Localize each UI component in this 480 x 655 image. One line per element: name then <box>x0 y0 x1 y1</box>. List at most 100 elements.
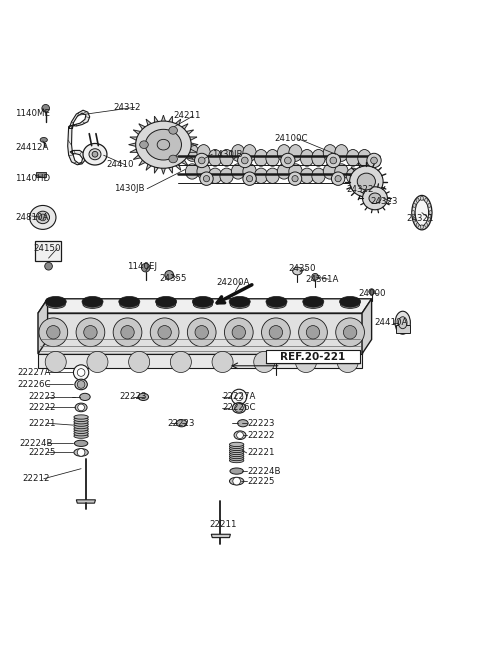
Circle shape <box>129 352 150 373</box>
Ellipse shape <box>231 164 245 179</box>
Text: 1140EJ: 1140EJ <box>127 262 156 271</box>
Ellipse shape <box>230 468 243 474</box>
Ellipse shape <box>293 267 302 275</box>
Polygon shape <box>186 130 193 134</box>
Circle shape <box>45 263 52 270</box>
Ellipse shape <box>74 420 88 424</box>
Ellipse shape <box>198 302 208 307</box>
Ellipse shape <box>234 431 246 440</box>
Ellipse shape <box>246 176 252 182</box>
Ellipse shape <box>254 168 268 183</box>
Ellipse shape <box>231 145 245 161</box>
Ellipse shape <box>326 153 340 168</box>
Ellipse shape <box>412 195 432 230</box>
Text: 22223: 22223 <box>167 419 195 428</box>
Ellipse shape <box>349 166 383 197</box>
Ellipse shape <box>312 149 325 166</box>
Text: 24361A: 24361A <box>306 274 339 284</box>
Text: 22225: 22225 <box>28 448 56 457</box>
Text: 24211: 24211 <box>173 111 201 121</box>
Ellipse shape <box>229 442 244 447</box>
Ellipse shape <box>229 446 244 451</box>
Ellipse shape <box>229 453 244 457</box>
Ellipse shape <box>74 424 88 429</box>
Ellipse shape <box>169 126 178 134</box>
Polygon shape <box>130 137 137 140</box>
Circle shape <box>232 326 245 339</box>
Ellipse shape <box>358 168 371 183</box>
Ellipse shape <box>415 200 429 226</box>
Polygon shape <box>211 534 230 538</box>
Ellipse shape <box>74 427 88 431</box>
Ellipse shape <box>75 403 87 412</box>
Ellipse shape <box>339 297 360 307</box>
Polygon shape <box>38 299 48 354</box>
Ellipse shape <box>331 172 345 185</box>
Ellipse shape <box>83 143 107 165</box>
Text: 24323: 24323 <box>370 197 398 206</box>
Ellipse shape <box>45 297 66 307</box>
Ellipse shape <box>220 168 233 183</box>
Ellipse shape <box>371 157 377 164</box>
Ellipse shape <box>429 210 432 215</box>
Ellipse shape <box>266 297 287 307</box>
Ellipse shape <box>89 149 101 160</box>
Ellipse shape <box>303 297 324 307</box>
Ellipse shape <box>425 223 428 227</box>
Circle shape <box>76 318 105 346</box>
Ellipse shape <box>323 164 336 179</box>
Polygon shape <box>161 115 165 121</box>
Circle shape <box>87 352 108 373</box>
Text: 1430JB: 1430JB <box>114 184 144 193</box>
Text: 24100C: 24100C <box>275 134 308 143</box>
Ellipse shape <box>200 172 213 185</box>
Polygon shape <box>38 354 362 368</box>
Ellipse shape <box>398 317 407 329</box>
Circle shape <box>39 318 68 346</box>
Circle shape <box>296 352 316 373</box>
Text: 22225: 22225 <box>247 477 275 485</box>
Ellipse shape <box>229 457 244 460</box>
Ellipse shape <box>420 196 423 200</box>
Ellipse shape <box>288 172 302 185</box>
Circle shape <box>262 318 290 346</box>
Ellipse shape <box>335 164 348 179</box>
Ellipse shape <box>243 172 256 185</box>
Circle shape <box>237 432 243 439</box>
Polygon shape <box>176 119 180 125</box>
Ellipse shape <box>169 155 178 163</box>
Ellipse shape <box>304 301 323 309</box>
Ellipse shape <box>197 164 210 179</box>
Ellipse shape <box>74 440 88 447</box>
Ellipse shape <box>136 121 191 168</box>
Ellipse shape <box>82 297 103 307</box>
Ellipse shape <box>230 301 249 309</box>
Polygon shape <box>161 168 165 174</box>
Ellipse shape <box>416 223 419 227</box>
Polygon shape <box>155 167 158 173</box>
Circle shape <box>299 318 327 346</box>
Ellipse shape <box>138 393 149 400</box>
Ellipse shape <box>208 149 222 166</box>
Ellipse shape <box>289 164 302 179</box>
Ellipse shape <box>46 301 65 309</box>
Ellipse shape <box>335 145 348 161</box>
Ellipse shape <box>413 203 416 208</box>
Ellipse shape <box>413 217 416 222</box>
Ellipse shape <box>74 429 88 434</box>
Text: 22221: 22221 <box>28 419 56 428</box>
Ellipse shape <box>335 176 341 182</box>
Ellipse shape <box>157 140 169 150</box>
Circle shape <box>343 326 357 339</box>
Ellipse shape <box>185 164 199 179</box>
Ellipse shape <box>220 149 233 166</box>
Text: 22224B: 22224B <box>20 439 53 448</box>
Circle shape <box>77 381 85 388</box>
Ellipse shape <box>330 157 336 164</box>
Circle shape <box>113 318 142 346</box>
Circle shape <box>39 214 46 221</box>
Text: 24321: 24321 <box>406 214 433 223</box>
Ellipse shape <box>254 149 268 166</box>
Polygon shape <box>190 137 197 140</box>
Ellipse shape <box>266 149 279 166</box>
